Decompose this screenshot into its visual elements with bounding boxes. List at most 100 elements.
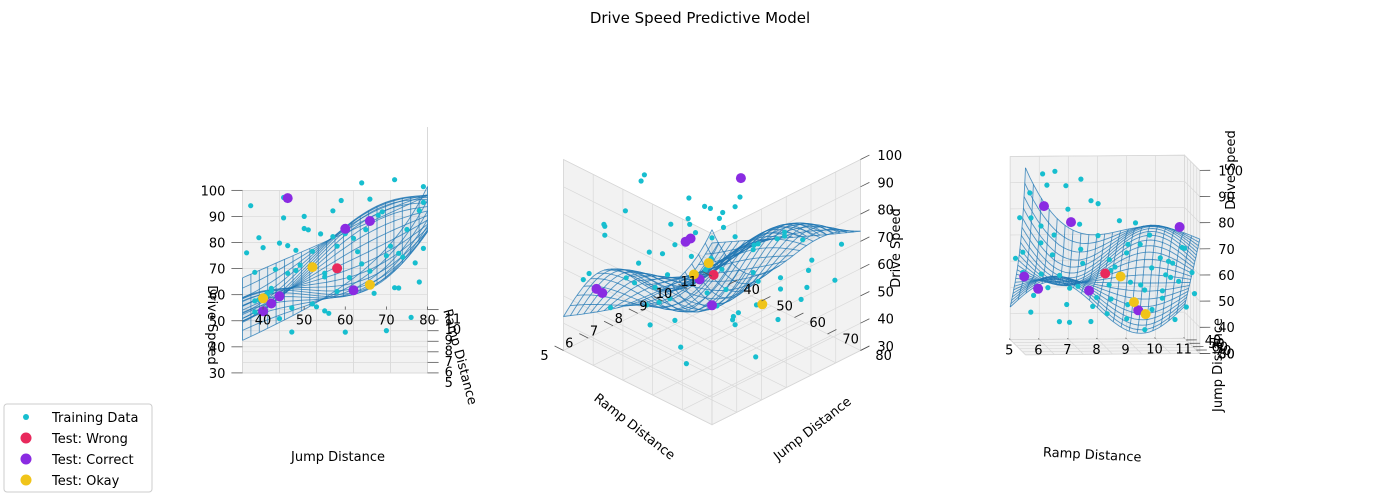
surface-patch [806,226,834,236]
test-point-okay [1140,309,1151,320]
training-point [1125,302,1131,308]
surface-patch [725,269,753,292]
training-point [1191,291,1198,297]
surface-patch [1083,262,1101,280]
surface-patch [326,293,344,299]
training-point [1064,301,1070,308]
surface-patch [1119,227,1137,237]
training-point [1078,176,1084,182]
tick-label-speed: 60 [1218,269,1235,284]
surface-patch [658,280,685,289]
surface-patch [360,205,377,219]
training-point [753,354,759,360]
tick-label-speed: 30 [209,367,226,382]
training-point [338,197,344,204]
training-point [723,286,729,293]
legend-marker-correct [20,453,32,465]
tick-label-ramp: 6 [1034,343,1042,358]
surface-patch [377,263,394,284]
grid-line [563,159,713,235]
training-point [252,298,258,304]
training-point [244,250,250,256]
surface-patch [1084,254,1102,274]
training-point [732,322,738,328]
surface-patch [1106,300,1124,320]
grid-line [1097,338,1113,355]
surface-patch [644,291,672,305]
surface-line [1025,167,1200,240]
surface-patch [793,226,820,237]
surface-patch [410,195,428,200]
surface-patch [410,211,428,251]
surface-patch [1037,243,1055,273]
surface-patch [1079,278,1097,283]
training-point [798,296,804,302]
surface-patch [343,219,361,243]
grid-line [1010,207,1185,210]
training-point [1163,272,1169,278]
surface-patch [1148,226,1166,234]
tick-label-ramp: 5 [445,376,453,391]
training-point [636,260,642,266]
surface-patch [393,236,411,263]
training-point [1142,327,1148,333]
surface-patch [1017,260,1035,278]
tick-label-ramp: 6 [445,365,453,380]
tick-label-speed: 30 [1218,347,1235,362]
test-point-correct [685,233,696,244]
surface-patch [1013,281,1031,294]
grid-line [1068,338,1084,355]
surface-patch [1081,269,1100,283]
training-point [685,216,691,222]
tick-mark [1067,337,1069,340]
grid-line [711,159,861,235]
surface-patch [360,220,377,247]
training-point [1106,282,1112,288]
surface-patch [393,196,411,204]
training-point [1038,223,1044,229]
surface-patch [242,289,260,314]
surface-patch [779,223,807,230]
surface-patch [377,199,394,210]
training-point [383,328,389,334]
training-point [1031,292,1037,298]
surface-patch [739,272,766,294]
training-point [276,240,283,246]
tick-label-speed: 90 [1218,190,1235,205]
test-point-okay [757,299,768,310]
plot-area [562,158,862,426]
training-point [293,267,299,274]
surface-patch [631,282,658,298]
surface-patch [671,278,699,292]
surface-patch [1024,167,1042,224]
legend-label-wrong: Test: Wrong [51,432,128,447]
tick-mark [860,154,870,160]
training-point [1012,255,1019,261]
surface-patch [326,294,344,298]
training-point [1095,201,1101,207]
grid-line [1184,181,1201,197]
surface-patch [644,275,672,284]
surface-patch [1152,313,1171,331]
training-point [1044,182,1050,188]
surface-patch [1035,257,1053,280]
surface-patch [752,256,780,277]
surface-patch [806,226,834,238]
training-point [1108,296,1114,302]
test-point-correct [1019,271,1030,282]
training-point [668,221,674,227]
surface-patch [671,278,699,291]
training-point [256,235,262,241]
surface-patch [377,213,394,238]
training-point [1149,265,1155,271]
test-point-correct [1033,283,1044,294]
surface-patch [1181,234,1199,252]
surface-patch [590,296,618,313]
surface-patch [658,287,685,292]
tick-label-speed: 40 [1218,321,1235,336]
legend-frame [3,403,153,493]
training-point [782,229,788,235]
training-point [1027,190,1033,196]
surface-patch [712,252,739,273]
tick-label-jump: 70 [1215,344,1232,359]
